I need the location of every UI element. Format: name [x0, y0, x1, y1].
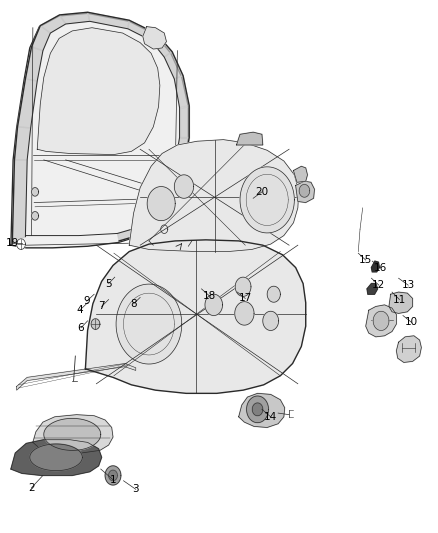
Polygon shape — [239, 393, 285, 427]
Text: 9: 9 — [83, 296, 90, 306]
Text: 5: 5 — [105, 279, 112, 288]
Text: 6: 6 — [78, 323, 85, 333]
Polygon shape — [240, 167, 294, 233]
Polygon shape — [147, 187, 175, 221]
Polygon shape — [296, 181, 314, 203]
Polygon shape — [389, 292, 413, 313]
Polygon shape — [32, 212, 39, 220]
Polygon shape — [88, 12, 129, 29]
Polygon shape — [366, 305, 396, 337]
Polygon shape — [30, 444, 82, 471]
Polygon shape — [117, 228, 141, 241]
Polygon shape — [143, 27, 166, 49]
Polygon shape — [161, 199, 168, 208]
Polygon shape — [25, 47, 43, 81]
Polygon shape — [37, 28, 160, 155]
Polygon shape — [293, 166, 307, 182]
Polygon shape — [396, 336, 421, 362]
Polygon shape — [235, 302, 254, 325]
Polygon shape — [164, 52, 183, 79]
Polygon shape — [17, 364, 136, 390]
Text: 15: 15 — [359, 255, 372, 265]
Polygon shape — [116, 284, 182, 364]
Polygon shape — [128, 20, 156, 41]
Polygon shape — [91, 319, 100, 329]
Polygon shape — [153, 195, 174, 220]
Text: 14: 14 — [264, 412, 277, 422]
Polygon shape — [237, 132, 263, 145]
Polygon shape — [247, 396, 268, 423]
Text: 10: 10 — [405, 318, 418, 327]
Text: 13: 13 — [402, 280, 415, 290]
Text: 8: 8 — [130, 299, 137, 309]
Text: 12: 12 — [372, 280, 385, 290]
Text: 11: 11 — [393, 295, 406, 304]
Text: 19: 19 — [6, 238, 19, 247]
Polygon shape — [11, 13, 188, 248]
Polygon shape — [151, 34, 172, 57]
Polygon shape — [205, 294, 223, 316]
Text: 17: 17 — [239, 294, 252, 303]
Text: 18: 18 — [203, 291, 216, 301]
Polygon shape — [33, 415, 113, 453]
Polygon shape — [85, 240, 306, 393]
Polygon shape — [174, 138, 189, 169]
Polygon shape — [235, 277, 251, 296]
Polygon shape — [371, 261, 379, 272]
Polygon shape — [136, 215, 161, 235]
Polygon shape — [165, 168, 184, 198]
Text: 16: 16 — [374, 263, 387, 272]
Polygon shape — [161, 225, 168, 233]
Polygon shape — [32, 188, 39, 196]
Polygon shape — [174, 175, 194, 198]
Polygon shape — [174, 76, 189, 108]
Polygon shape — [252, 403, 263, 416]
Polygon shape — [109, 470, 117, 481]
Polygon shape — [299, 184, 310, 197]
Polygon shape — [263, 311, 279, 330]
Polygon shape — [18, 79, 37, 128]
Polygon shape — [373, 311, 389, 330]
Text: 2: 2 — [28, 483, 35, 492]
Polygon shape — [44, 418, 101, 450]
Text: 7: 7 — [98, 302, 105, 311]
Polygon shape — [60, 12, 90, 24]
Polygon shape — [129, 140, 299, 252]
Text: 20: 20 — [255, 187, 268, 197]
Text: 4: 4 — [76, 305, 83, 315]
Polygon shape — [12, 160, 27, 244]
Polygon shape — [367, 284, 378, 294]
Polygon shape — [40, 15, 66, 33]
Polygon shape — [14, 127, 31, 160]
Text: 3: 3 — [132, 484, 139, 494]
Polygon shape — [180, 106, 189, 138]
Polygon shape — [105, 466, 121, 485]
Text: 1: 1 — [110, 475, 117, 484]
Polygon shape — [267, 286, 280, 302]
Polygon shape — [11, 440, 102, 475]
Polygon shape — [17, 239, 25, 249]
Polygon shape — [32, 26, 50, 51]
